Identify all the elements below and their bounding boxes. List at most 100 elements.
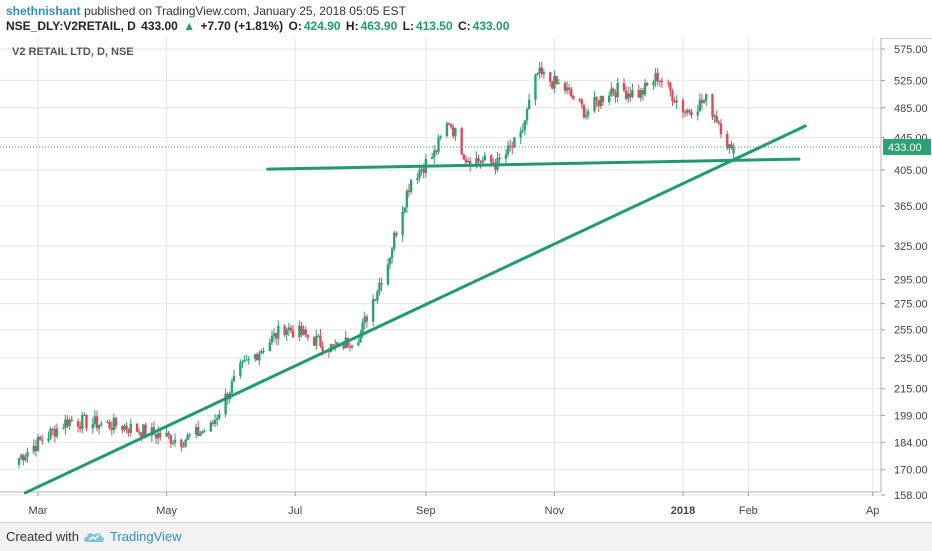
candle-body <box>262 351 265 353</box>
candle-body <box>285 330 288 335</box>
candle-body <box>492 162 495 165</box>
candle-body <box>371 299 375 322</box>
candle-body <box>658 80 662 82</box>
candle-body <box>580 99 584 105</box>
candle-body <box>152 427 156 435</box>
y-tick-label: 170.00 <box>894 465 928 477</box>
last-price-tag <box>883 138 931 155</box>
candle-body <box>551 81 554 89</box>
price-chart[interactable]: 158.00 170.00 184.00 199.00 215.00 235.00 255.… <box>0 38 932 522</box>
candle-body <box>363 316 366 323</box>
candle-body <box>24 456 27 461</box>
high-value: 463.90 <box>360 19 398 33</box>
candle-body <box>614 92 617 98</box>
candle-body <box>378 282 381 292</box>
candle-body <box>245 359 248 361</box>
candle-body <box>199 433 202 436</box>
candle-body <box>422 168 425 173</box>
candle-body <box>504 154 508 160</box>
candle-body <box>55 428 59 437</box>
candle-body <box>420 168 423 170</box>
candle-body <box>85 414 88 429</box>
y-tick-label: 365.00 <box>894 201 928 213</box>
candle-body <box>272 333 276 336</box>
candle-body <box>173 439 177 443</box>
candle-body <box>538 67 541 74</box>
open-label: O: <box>288 19 302 33</box>
y-tick-label: 485.00 <box>894 103 928 115</box>
candle-body <box>643 82 647 95</box>
candle-body <box>572 95 575 100</box>
candle-body <box>698 99 702 112</box>
candle-body <box>300 325 303 335</box>
candle-body <box>612 88 615 93</box>
y-tick-label: 575.00 <box>894 44 928 56</box>
candle-body <box>321 346 324 352</box>
candle-body <box>66 419 69 426</box>
candle-body <box>256 354 259 361</box>
candle-body <box>719 123 723 135</box>
candle-body <box>624 90 628 99</box>
candle-body <box>608 95 611 102</box>
candle-body <box>114 417 118 427</box>
candle-body <box>144 424 147 436</box>
candle-body <box>243 360 246 362</box>
candle-body <box>477 158 480 162</box>
x-tick-label: Jul <box>288 505 302 517</box>
y-tick-label: 235.00 <box>894 353 928 365</box>
candle-body <box>700 99 704 103</box>
candle-body <box>232 375 236 382</box>
candle-body <box>601 96 605 102</box>
candle-body <box>464 159 468 163</box>
candle-body <box>289 327 293 331</box>
candle-body <box>374 299 377 301</box>
candle-body <box>586 111 590 115</box>
candle-body <box>688 110 691 112</box>
tradingview-cloud-icon[interactable] <box>82 529 106 550</box>
candle-body <box>154 434 158 439</box>
candle-body <box>481 160 484 163</box>
candle-body <box>673 101 676 103</box>
candle-body <box>81 415 84 429</box>
trendline-rising-support <box>23 124 807 495</box>
candle-body <box>527 99 531 110</box>
candle-body <box>283 325 286 335</box>
candle-body <box>654 72 657 82</box>
candle-body <box>430 157 434 159</box>
candle-body <box>106 421 109 424</box>
candle-body <box>489 155 493 163</box>
candle-body <box>194 427 198 435</box>
last-price-label: 433.00 <box>888 142 922 154</box>
candle-body <box>348 346 352 348</box>
candle-body <box>76 421 80 427</box>
candle-body <box>407 190 411 192</box>
candle-body <box>270 335 274 343</box>
y-tick-label: 255.00 <box>894 325 928 337</box>
candle-body <box>454 128 457 137</box>
candle-body <box>498 157 501 160</box>
candle-body <box>19 455 23 458</box>
candle-body <box>711 93 714 117</box>
candle-body <box>728 144 731 149</box>
candle-body <box>675 100 678 103</box>
candle-body <box>319 335 322 347</box>
tradingview-brand-link[interactable]: TradingView <box>110 529 182 544</box>
created-with-text: Created with <box>6 529 79 544</box>
x-tick-label: Nov <box>545 505 565 517</box>
candle-body <box>70 419 73 422</box>
candle-body <box>213 419 217 425</box>
candle-body <box>211 422 215 425</box>
candle-body <box>123 425 126 431</box>
author-link[interactable]: shethnishant <box>6 4 81 18</box>
candle-body <box>555 75 558 84</box>
candle-body <box>475 158 478 166</box>
candle-body <box>359 333 362 343</box>
candle-body <box>506 145 510 155</box>
x-tick-label: 2018 <box>671 505 695 517</box>
candle-body <box>137 431 141 433</box>
candle-body <box>277 325 280 339</box>
candle-body <box>241 361 244 363</box>
candle-body <box>395 232 398 236</box>
candle-body <box>686 110 689 113</box>
candle-body <box>386 264 390 285</box>
